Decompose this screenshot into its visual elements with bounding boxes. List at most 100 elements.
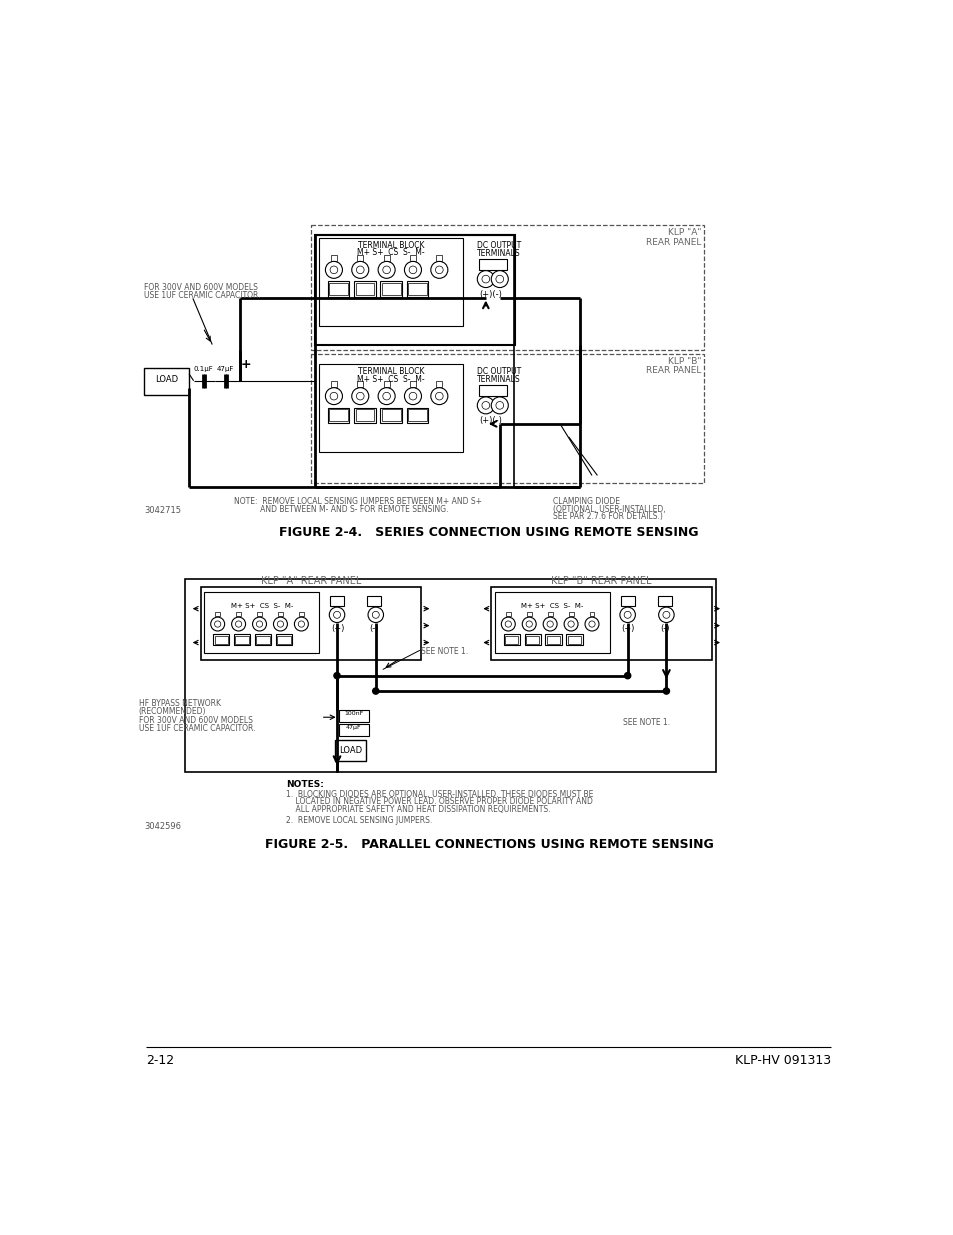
Bar xyxy=(436,380,442,387)
Bar xyxy=(236,611,241,616)
Circle shape xyxy=(584,618,598,631)
Circle shape xyxy=(256,621,262,627)
Bar xyxy=(311,353,703,483)
Bar xyxy=(328,282,349,296)
Bar xyxy=(383,380,389,387)
Text: KLP "B" REAR PANEL: KLP "B" REAR PANEL xyxy=(551,577,651,587)
Circle shape xyxy=(658,608,674,622)
Text: AND BETWEEN M- AND S- FOR REMOTE SENSING.: AND BETWEEN M- AND S- FOR REMOTE SENSING… xyxy=(233,505,448,514)
Bar xyxy=(380,282,402,296)
Text: USE 1UF CERAMIC CAPACITOR.: USE 1UF CERAMIC CAPACITOR. xyxy=(138,724,254,734)
Bar xyxy=(566,634,582,646)
Circle shape xyxy=(476,396,494,414)
Text: LOAD: LOAD xyxy=(154,375,178,384)
Bar xyxy=(355,283,374,295)
Text: TERMINALS: TERMINALS xyxy=(476,249,520,258)
Text: DC OUTPUT: DC OUTPUT xyxy=(476,367,521,375)
Bar xyxy=(568,611,573,616)
Bar xyxy=(525,636,538,643)
Bar xyxy=(524,634,540,646)
Text: SEE PAR 2.7.6 FOR DETAILS.): SEE PAR 2.7.6 FOR DETAILS.) xyxy=(553,513,662,521)
Text: FOR 300V AND 600V MODELS: FOR 300V AND 600V MODELS xyxy=(138,716,253,725)
Bar xyxy=(354,282,375,296)
Circle shape xyxy=(232,618,245,631)
Text: 47µF: 47µF xyxy=(346,725,361,730)
Bar xyxy=(254,634,271,646)
Text: FIGURE 2-5.   PARALLEL CONNECTIONS USING REMOTE SENSING: FIGURE 2-5. PARALLEL CONNECTIONS USING R… xyxy=(264,839,713,851)
Circle shape xyxy=(325,262,342,278)
Bar xyxy=(357,380,363,387)
Circle shape xyxy=(546,621,553,627)
Circle shape xyxy=(505,621,511,627)
Circle shape xyxy=(476,270,494,288)
Bar xyxy=(589,611,594,616)
Bar xyxy=(491,587,711,661)
Bar xyxy=(314,235,514,346)
Text: KLP "A": KLP "A" xyxy=(667,228,700,237)
Text: M+ S+  CS  S-  M-: M+ S+ CS S- M- xyxy=(231,603,293,609)
Bar xyxy=(410,380,416,387)
Text: NOTES:: NOTES: xyxy=(286,779,323,789)
Bar xyxy=(406,408,428,422)
Circle shape xyxy=(274,618,287,631)
Circle shape xyxy=(435,393,443,400)
Bar xyxy=(338,710,369,721)
Bar xyxy=(185,579,716,772)
Text: M+ S+  CS  S-  M-: M+ S+ CS S- M- xyxy=(356,374,424,384)
Bar xyxy=(330,597,344,605)
Text: 47µF: 47µF xyxy=(216,367,233,372)
Circle shape xyxy=(567,621,574,627)
Text: TERMINALS: TERMINALS xyxy=(476,375,520,384)
Text: 3042596: 3042596 xyxy=(144,823,181,831)
Circle shape xyxy=(298,621,304,627)
Bar xyxy=(329,283,348,295)
Text: (+): (+) xyxy=(620,624,634,634)
Circle shape xyxy=(404,388,421,405)
Text: TERMINAL BLOCK: TERMINAL BLOCK xyxy=(357,367,424,375)
Circle shape xyxy=(481,401,489,409)
Text: (OPTIONAL, USER-INSTALLED,: (OPTIONAL, USER-INSTALLED, xyxy=(553,505,665,514)
Text: SEE NOTE 1.: SEE NOTE 1. xyxy=(421,647,468,656)
Circle shape xyxy=(662,611,669,619)
Bar xyxy=(331,254,336,261)
Circle shape xyxy=(521,618,536,631)
Text: (+)(-): (+)(-) xyxy=(478,290,501,299)
Circle shape xyxy=(382,393,390,400)
Text: KLP-HV 091313: KLP-HV 091313 xyxy=(735,1055,831,1067)
Text: USE 1UF CERAMIC CAPACITOR.: USE 1UF CERAMIC CAPACITOR. xyxy=(144,291,260,300)
Text: ALL APPROPRIATE SAFETY AND HEAT DISSIPATION REQUIREMENTS.: ALL APPROPRIATE SAFETY AND HEAT DISSIPAT… xyxy=(286,805,550,814)
Circle shape xyxy=(496,275,503,283)
Bar xyxy=(233,634,250,646)
Circle shape xyxy=(352,262,369,278)
Bar xyxy=(355,409,374,421)
Circle shape xyxy=(525,621,532,627)
Circle shape xyxy=(623,611,631,619)
Circle shape xyxy=(352,388,369,405)
Circle shape xyxy=(377,388,395,405)
Circle shape xyxy=(368,608,383,622)
Text: CLAMPING DIODE: CLAMPING DIODE xyxy=(553,496,619,506)
Bar xyxy=(547,611,552,616)
Bar xyxy=(503,634,519,646)
Bar xyxy=(256,611,262,616)
Text: LOAD: LOAD xyxy=(338,746,362,755)
Circle shape xyxy=(356,266,364,274)
Bar xyxy=(357,254,363,261)
Bar xyxy=(256,636,270,643)
Bar xyxy=(215,611,220,616)
Circle shape xyxy=(382,266,390,274)
Circle shape xyxy=(373,688,378,694)
Text: FIGURE 2-4.   SERIES CONNECTION USING REMOTE SENSING: FIGURE 2-4. SERIES CONNECTION USING REMO… xyxy=(279,526,698,538)
Text: (RECOMMENDED): (RECOMMENDED) xyxy=(138,708,206,716)
Circle shape xyxy=(334,611,340,619)
Text: KLP "B": KLP "B" xyxy=(667,357,700,366)
Bar xyxy=(526,611,531,616)
Text: (+)(-): (+)(-) xyxy=(478,416,501,425)
Bar xyxy=(381,283,400,295)
Bar xyxy=(381,409,400,421)
Bar xyxy=(478,385,506,396)
Text: 100nF: 100nF xyxy=(344,711,363,716)
Bar xyxy=(319,364,462,452)
Text: REAR PANEL: REAR PANEL xyxy=(645,366,700,375)
Circle shape xyxy=(214,621,220,627)
